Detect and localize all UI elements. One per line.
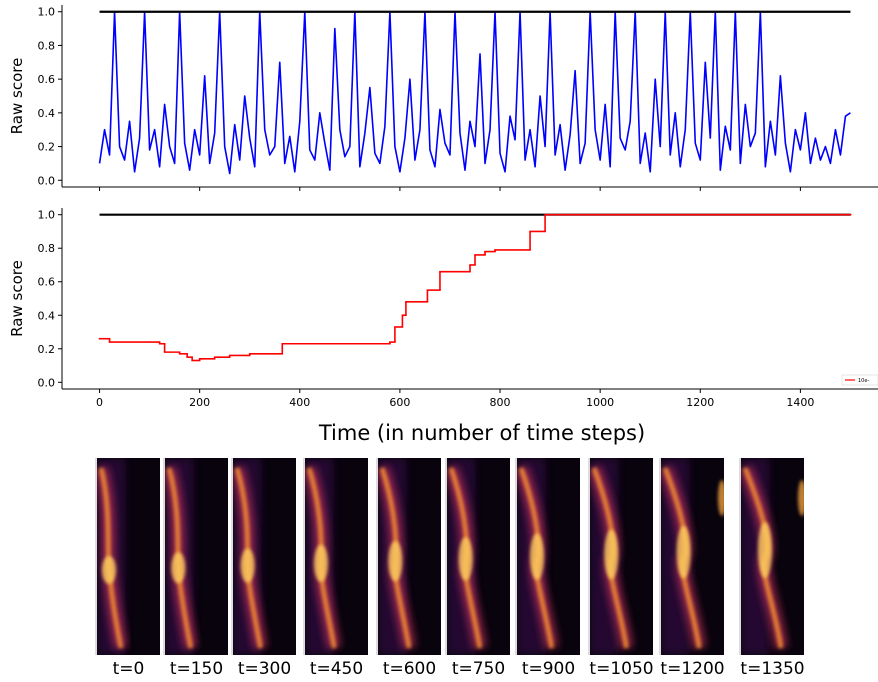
heatmap-panel: t=150 bbox=[163, 458, 228, 679]
x-tick-label: 1200 bbox=[686, 396, 714, 409]
panel-label: t=0 bbox=[113, 659, 145, 679]
panel-label: t=450 bbox=[310, 659, 363, 679]
x-tick-label: 600 bbox=[389, 396, 410, 409]
x-tick-label: 400 bbox=[289, 396, 310, 409]
y-tick-label: 0.6 bbox=[38, 73, 56, 86]
heatmap bbox=[233, 458, 296, 655]
y-axis-label: Raw score bbox=[8, 58, 26, 135]
heatmap-edge bbox=[798, 480, 804, 516]
heatmap-hot bbox=[388, 540, 403, 582]
heatmap-panel: t=600 bbox=[376, 458, 441, 679]
heatmap bbox=[590, 458, 653, 655]
panel-label: t=600 bbox=[383, 659, 436, 679]
panel-label: t=150 bbox=[170, 659, 223, 679]
x-tick-label: 0 bbox=[96, 396, 103, 409]
heatmap-edge bbox=[718, 480, 724, 516]
panel-label: t=300 bbox=[238, 659, 291, 679]
heatmap-hot bbox=[530, 533, 544, 581]
heatmap-panel: t=1200 bbox=[659, 458, 725, 679]
y-tick-label: 0.8 bbox=[38, 242, 56, 255]
heatmap bbox=[305, 458, 368, 655]
panel-label: t=1200 bbox=[660, 659, 724, 679]
panel-label: t=900 bbox=[522, 659, 575, 679]
panel-label: t=1350 bbox=[740, 659, 804, 679]
image-strip: t=0 t=150 t=300 t=450 t=600 t=750 t=900 t=1050 t… bbox=[95, 458, 805, 679]
heatmap-hot bbox=[676, 525, 691, 579]
legend-label: 10e- bbox=[858, 378, 869, 384]
heatmap bbox=[447, 458, 510, 655]
heatmap-panel: t=1050 bbox=[588, 458, 654, 679]
y-tick-label: 0.4 bbox=[38, 107, 56, 120]
y-tick-label: 0.2 bbox=[38, 141, 56, 154]
y-tick-label: 0.2 bbox=[38, 343, 56, 356]
heatmap-hot bbox=[171, 552, 186, 584]
heatmap-panel: t=900 bbox=[515, 458, 580, 679]
y-tick-label: 0.4 bbox=[38, 309, 56, 322]
subplot: 0.0 0.2 0.4 0.6 0.8 1.0 0 200 400 600 800 1000 1200 1… bbox=[8, 208, 878, 445]
subplot: 0.0 0.2 0.4 0.6 0.8 1.0 Raw score bbox=[8, 5, 878, 191]
heatmap-hot bbox=[604, 529, 619, 580]
heatmap-hot bbox=[102, 556, 116, 584]
heatmap-panel: t=750 bbox=[445, 458, 510, 679]
heatmap bbox=[165, 458, 228, 655]
panel-label: t=750 bbox=[452, 659, 505, 679]
y-tick-label: 0.0 bbox=[38, 376, 56, 389]
heatmap bbox=[517, 458, 580, 655]
heatmap-hot bbox=[458, 537, 473, 581]
heatmap-panel: t=1350 bbox=[739, 458, 805, 679]
x-tick-label: 1000 bbox=[586, 396, 614, 409]
panel-label: t=1050 bbox=[589, 659, 653, 679]
x-axis-label: Time (in number of time steps) bbox=[318, 421, 645, 445]
heatmap bbox=[661, 458, 724, 655]
y-axis-label: Raw score bbox=[8, 260, 26, 337]
y-tick-label: 0.6 bbox=[38, 276, 56, 289]
y-tick-label: 0.0 bbox=[38, 174, 56, 187]
x-tick-label: 1400 bbox=[786, 396, 814, 409]
heatmap-hot bbox=[314, 544, 328, 582]
x-tick-label: 200 bbox=[189, 396, 210, 409]
heatmap-panel: t=450 bbox=[303, 458, 368, 679]
legend-box bbox=[841, 374, 878, 386]
heatmap bbox=[97, 458, 160, 655]
y-tick-label: 0.8 bbox=[38, 39, 56, 52]
heatmap-hot bbox=[758, 522, 772, 578]
line-series bbox=[98, 10, 851, 175]
y-tick-label: 1.0 bbox=[38, 209, 56, 222]
x-tick-label: 800 bbox=[490, 396, 511, 409]
heatmap-hot bbox=[240, 548, 255, 583]
heatmap-panel: t=300 bbox=[231, 458, 296, 679]
y-tick-label: 1.0 bbox=[38, 6, 56, 19]
heatmap-panel: t=0 bbox=[95, 458, 160, 679]
heatmap bbox=[741, 458, 804, 655]
heatmap bbox=[378, 458, 441, 655]
